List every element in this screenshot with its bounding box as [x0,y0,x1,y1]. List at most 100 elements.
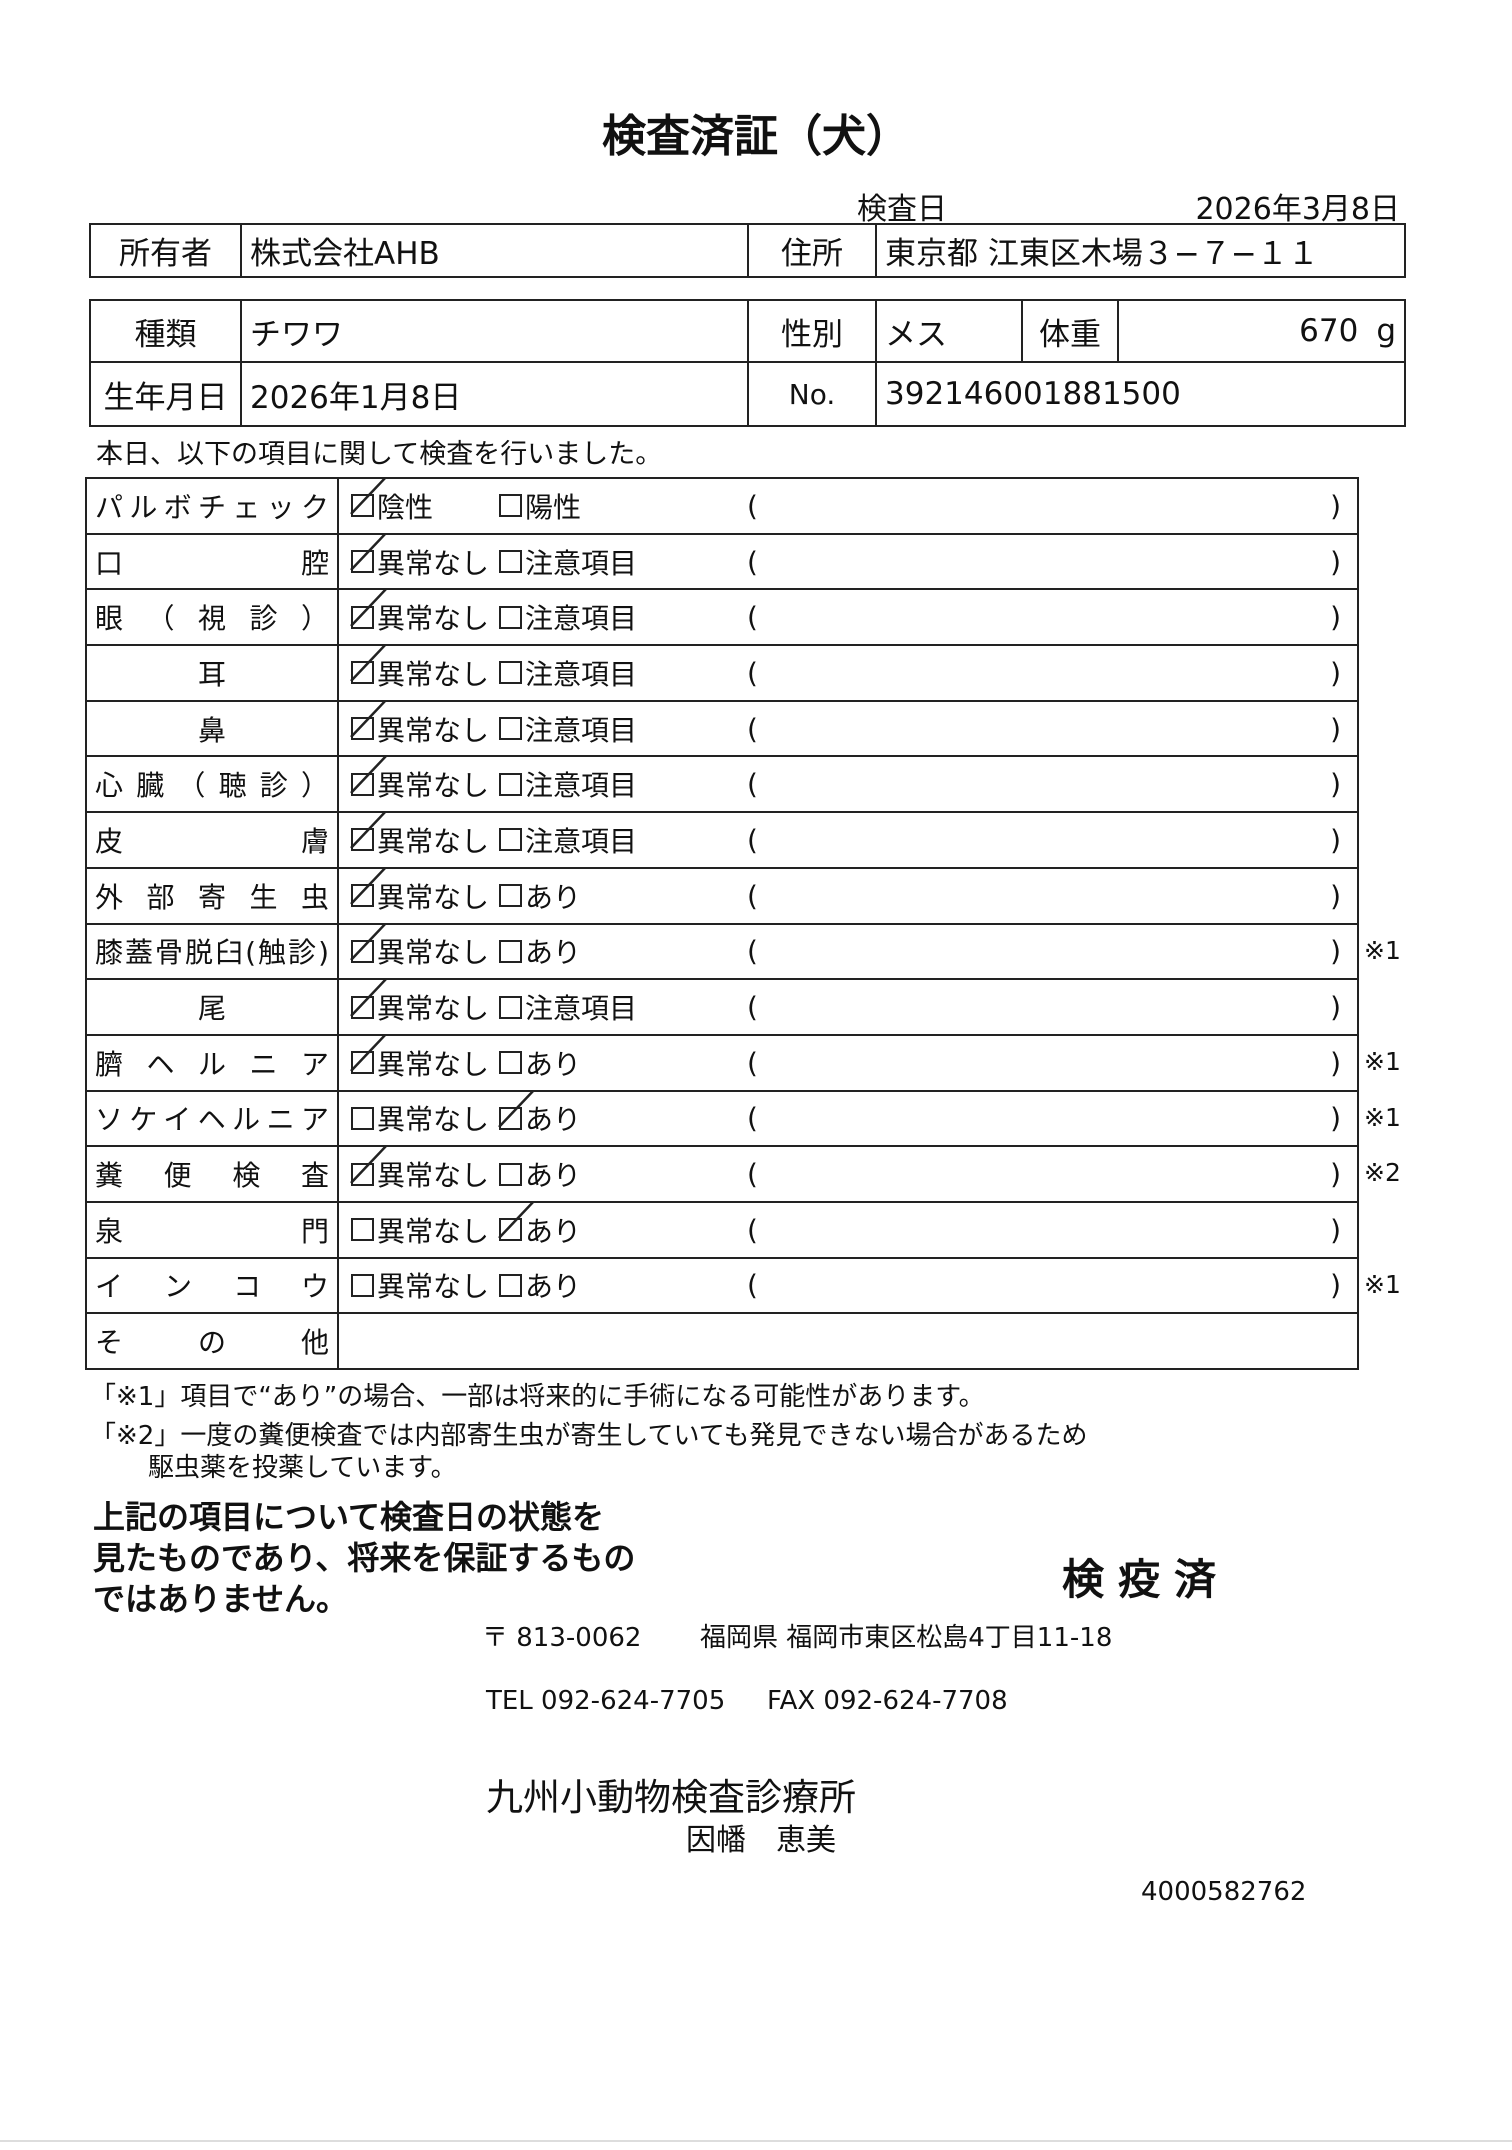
check-row: 糞便検査 異常なし あり () [85,1145,1359,1203]
option: あり [499,1154,581,1194]
option-label: 注意項目 [525,602,638,636]
check-mark [350,1036,386,1073]
check-label: 口腔 [85,532,339,591]
option: 異常なし [350,591,489,637]
checkbox [350,535,386,574]
check-options: 異常なし 注意項目 () [337,811,1359,869]
option: あり [498,1203,581,1250]
checkbox [499,494,522,518]
option: 異常なし [351,1265,489,1305]
check-label: 皮膚 [85,811,339,869]
check-options: 異常なし あり () [337,1200,1359,1259]
check-mark [498,1092,534,1128]
check-options: 異常なし 注意項目 () [337,978,1359,1036]
sex: メス [875,299,1023,363]
paren-open: ( [747,1157,758,1191]
row-note: ※1 [1364,1047,1401,1076]
paren-close: ) [1330,1157,1341,1191]
check-options: 異常なし 注意項目 () [337,532,1359,591]
checkbox [499,939,522,963]
checkbox [499,605,522,629]
check-label: 眼（視診） [85,588,339,647]
check-options: 異常なし 注意項目 () [337,588,1359,647]
option-label: 陽性 [525,490,582,524]
check-label: 泉門 [85,1200,339,1259]
option-label: 異常なし [377,546,490,580]
checkbox [350,1148,386,1186]
check-label: 膝蓋骨脱臼(触診) [85,922,339,981]
check-options: 異常なし あり () [337,1089,1359,1148]
option: 陽性 [499,486,581,526]
address: 東京都 江東区木場３−７−１１ [875,223,1406,278]
row-note: ※2 [1364,1158,1401,1188]
check-label: 鼻 [85,699,339,758]
option-label: 異常なし [377,1103,490,1137]
paren-close: ) [1330,489,1341,523]
check-row: 泉門 異常なし あり () [85,1200,1359,1259]
check-options: 異常なし あり () [337,1256,1359,1315]
option: 注意項目 [499,542,637,582]
doc-id: 4000582762 [1141,1877,1307,1907]
weight-unit: g [1376,313,1396,349]
paren-close: ) [1330,1268,1341,1302]
check-row: 尾 異常なし 注意項目 () [85,978,1359,1036]
owner: 株式会社AHB [240,223,749,278]
check-label: 臍ヘルニア [85,1033,339,1092]
weight-cell: 670 g [1117,299,1406,363]
checkbox [350,479,386,518]
checkbox [499,661,522,685]
option: あり [499,876,581,916]
option-label: 異常なし [377,713,490,747]
paren-open: ( [747,545,758,579]
check-options: 異常なし 注意項目 () [337,644,1359,702]
check-label: インコウ [85,1256,339,1315]
animal-table: 種類 チワワ 性別 メス 体重 670 g 生年月日 2026年1月8日 No. 39214600… [89,299,1406,427]
paren-open: ( [747,712,758,746]
paren-close: ) [1330,823,1341,857]
check-row: 心臓（聴診） 異常なし 注意項目 () [85,755,1359,814]
option-label: あり [525,1103,582,1137]
check-options: 異常なし 注意項目 () [337,755,1359,814]
checkbox [499,717,522,741]
paren-open: ( [747,1268,758,1302]
sex-label: 性別 [747,299,877,363]
option: あり [499,1265,581,1305]
option: 異常なし [350,702,490,749]
option-label: 異常なし [377,769,490,803]
paren-open: ( [747,990,758,1024]
option-label: あり [525,1270,582,1304]
row-note: ※1 [1364,1102,1401,1132]
check-mark [350,758,386,794]
paren-close: ) [1330,990,1341,1024]
option: 異常なし [350,981,489,1027]
paren-open: ( [747,600,758,634]
checkbox [498,1092,534,1130]
check-options [337,1312,1359,1370]
option: あり [499,931,581,971]
check-mark [350,814,386,850]
check-label: 心臓（聴診） [85,755,339,814]
option: 異常なし [350,869,489,916]
paren-close: ) [1330,656,1341,690]
breed: チワワ [240,299,749,363]
disclaimer: ではありません。 [93,1580,349,1618]
paren-close: ) [1330,934,1341,968]
option: 異常なし [351,1098,489,1138]
footnote: 「※2」一度の糞便検査では内部寄生虫が寄生していても発見できない場合があるため [90,1421,1088,1451]
checkbox [350,981,386,1019]
option-label: 陰性 [377,490,434,524]
check-options: 異常なし 注意項目 () [337,699,1359,758]
check-mark [350,1148,386,1184]
check-row: 眼（視診） 異常なし 注意項目 () [85,588,1359,647]
option: 異常なし [350,814,489,860]
birth-label: 生年月日 [89,361,242,427]
check-row: 皮膚 異常なし 注意項目 () [85,811,1359,869]
option: 注意項目 [499,764,637,804]
footnote: 「※1」項目で“あり”の場合、一部は将来的に手術になる可能性があります。 [90,1382,985,1412]
option-label: 注意項目 [525,769,638,803]
check-mark [350,925,386,961]
paren-close: ) [1330,1101,1341,1135]
paren-close: ) [1330,767,1341,801]
checkbox [498,1203,534,1242]
